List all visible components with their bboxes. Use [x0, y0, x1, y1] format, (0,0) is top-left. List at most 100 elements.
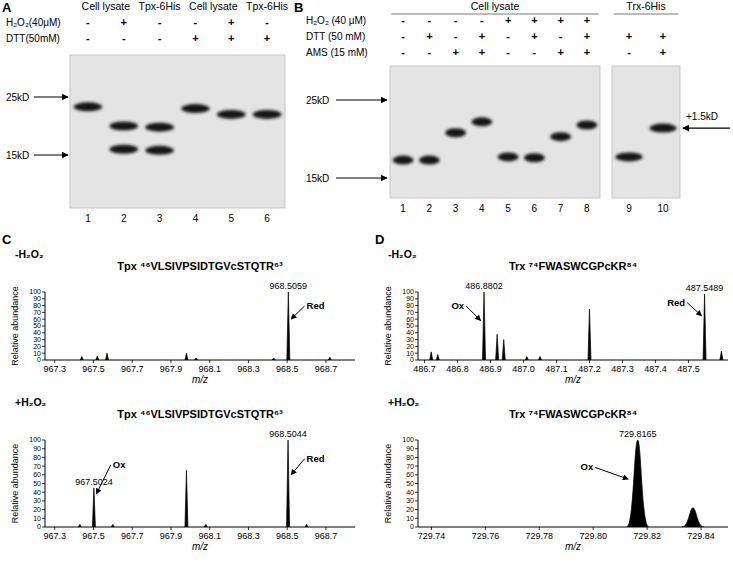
- y-tick-label: 60: [406, 471, 414, 478]
- treatment-sign: -: [401, 14, 405, 26]
- treatment-sign: -: [401, 46, 405, 58]
- y-tick-label: 90: [406, 295, 414, 302]
- treatment-sign: +: [584, 14, 590, 26]
- peaks: [430, 292, 723, 360]
- y-tick-label: 70: [33, 463, 41, 470]
- y-tick: [415, 518, 418, 519]
- x-tick: [688, 360, 689, 363]
- x-tick-label: 967.5: [82, 531, 105, 541]
- y-tick: [415, 339, 418, 340]
- lane-number: 5: [505, 203, 511, 214]
- spectrum-chart: C-H₂O₂Tpx ⁴⁶VLSIVPSIDTGVcSTQTR⁶³01020304…: [2, 232, 355, 385]
- lane-number: 1: [85, 213, 91, 224]
- treatment-sign: -: [627, 46, 631, 58]
- band: [524, 153, 545, 162]
- y-tick-label: 60: [33, 471, 41, 478]
- peak-label: 487.5489: [686, 283, 724, 293]
- x-tick-label: 487.0: [512, 364, 535, 374]
- y-tick-label: 100: [29, 288, 41, 295]
- spectrum-chart: +H₂O₂Trx ⁷⁴FWASWCGPcKR⁸⁴0102030405060708…: [383, 396, 728, 552]
- y-tick-label: 10: [406, 350, 414, 357]
- y-tick-label: 10: [33, 350, 41, 357]
- y-tick: [415, 353, 418, 354]
- arrow: [595, 467, 628, 479]
- arrow: [291, 306, 305, 319]
- group-header: Cell lysate: [471, 0, 520, 12]
- row-label: H₂O₂(40μM): [6, 17, 61, 28]
- marker-label: 15kD: [306, 173, 329, 184]
- blot-strip: [70, 55, 285, 208]
- x-tick-label: 968.3: [237, 531, 260, 541]
- group-line: [391, 14, 598, 15]
- peak: [106, 353, 109, 360]
- treatment-sign: +: [660, 30, 666, 42]
- y-tick-label: 50: [406, 322, 414, 329]
- y-tick-label: 80: [33, 454, 41, 461]
- y-tick: [42, 332, 45, 333]
- arrow-label: Ox: [451, 300, 464, 311]
- lane-number: 6: [264, 213, 270, 224]
- marker-label: 25kD: [6, 92, 29, 103]
- x-tick-label: 967.7: [121, 364, 144, 374]
- panel-label: A: [2, 0, 12, 15]
- arrow-label: Ox: [113, 459, 126, 470]
- treatment-sign: +: [228, 16, 234, 28]
- blot-strip: [390, 66, 600, 198]
- x-axis-label: m/z: [192, 374, 208, 385]
- x-tick-label: 967.7: [121, 531, 144, 541]
- peak: [703, 294, 706, 360]
- x-tick-label: 486.9: [479, 364, 502, 374]
- peak: [682, 508, 704, 527]
- peak-label: 967.5024: [75, 477, 113, 487]
- y-tick: [415, 360, 418, 361]
- x-axis: [418, 527, 728, 528]
- y-tick-label: 100: [29, 436, 41, 443]
- treatment-sign: -: [506, 30, 510, 42]
- x-tick: [287, 360, 288, 363]
- y-tick: [415, 466, 418, 467]
- x-tick: [132, 527, 133, 530]
- treatment-sign: +: [660, 46, 666, 58]
- figure: ACell lysateTpx-6HisCell lysateTpx-6HisH…: [0, 0, 733, 581]
- x-tick: [622, 360, 623, 363]
- arrow: [687, 303, 701, 316]
- peak: [80, 357, 83, 360]
- y-tick: [415, 346, 418, 347]
- lane-number: 1: [400, 203, 406, 214]
- y-tick: [415, 305, 418, 306]
- y-tick: [42, 509, 45, 510]
- y-tick-label: 90: [33, 295, 41, 302]
- x-tick: [539, 527, 540, 530]
- treatment-sign: +: [557, 14, 563, 26]
- y-tick: [42, 353, 45, 354]
- peak: [96, 356, 99, 360]
- y-tick-label: 20: [33, 506, 41, 513]
- peak: [483, 292, 486, 360]
- row-label: H₂O₂ (40 μM): [306, 15, 366, 26]
- y-tick: [415, 483, 418, 484]
- band: [109, 145, 138, 154]
- spectrum-chart: D-H₂O₂Trx ⁷⁴FWASWCGPcKR⁸⁴010203040506070…: [375, 232, 728, 385]
- treatment-sign: +: [626, 30, 632, 42]
- chart-title: Trx ⁷⁴FWASWCGPcKR⁸⁴: [509, 260, 637, 272]
- y-tick-label: 40: [406, 489, 414, 496]
- lane-number: 2: [427, 203, 433, 214]
- treatment-sign: -: [122, 32, 126, 44]
- y-tick: [415, 312, 418, 313]
- y-axis-label: Relative abundance: [383, 444, 393, 524]
- x-tick: [325, 360, 326, 363]
- treatment-sign: +: [479, 46, 485, 58]
- y-tick: [415, 292, 418, 293]
- y-tick-label: 0: [37, 523, 41, 530]
- y-tick-label: 60: [406, 316, 414, 323]
- x-tick: [457, 360, 458, 363]
- y-tick: [42, 305, 45, 306]
- lane-number: 4: [193, 213, 199, 224]
- y-axis-label: Relative abundance: [10, 444, 20, 524]
- peak: [525, 357, 528, 360]
- arrow: [96, 465, 110, 494]
- treatment-sign: +: [584, 46, 590, 58]
- y-tick: [42, 500, 45, 501]
- lane-number: 10: [657, 203, 669, 214]
- x-tick-label: 968.7: [315, 364, 338, 374]
